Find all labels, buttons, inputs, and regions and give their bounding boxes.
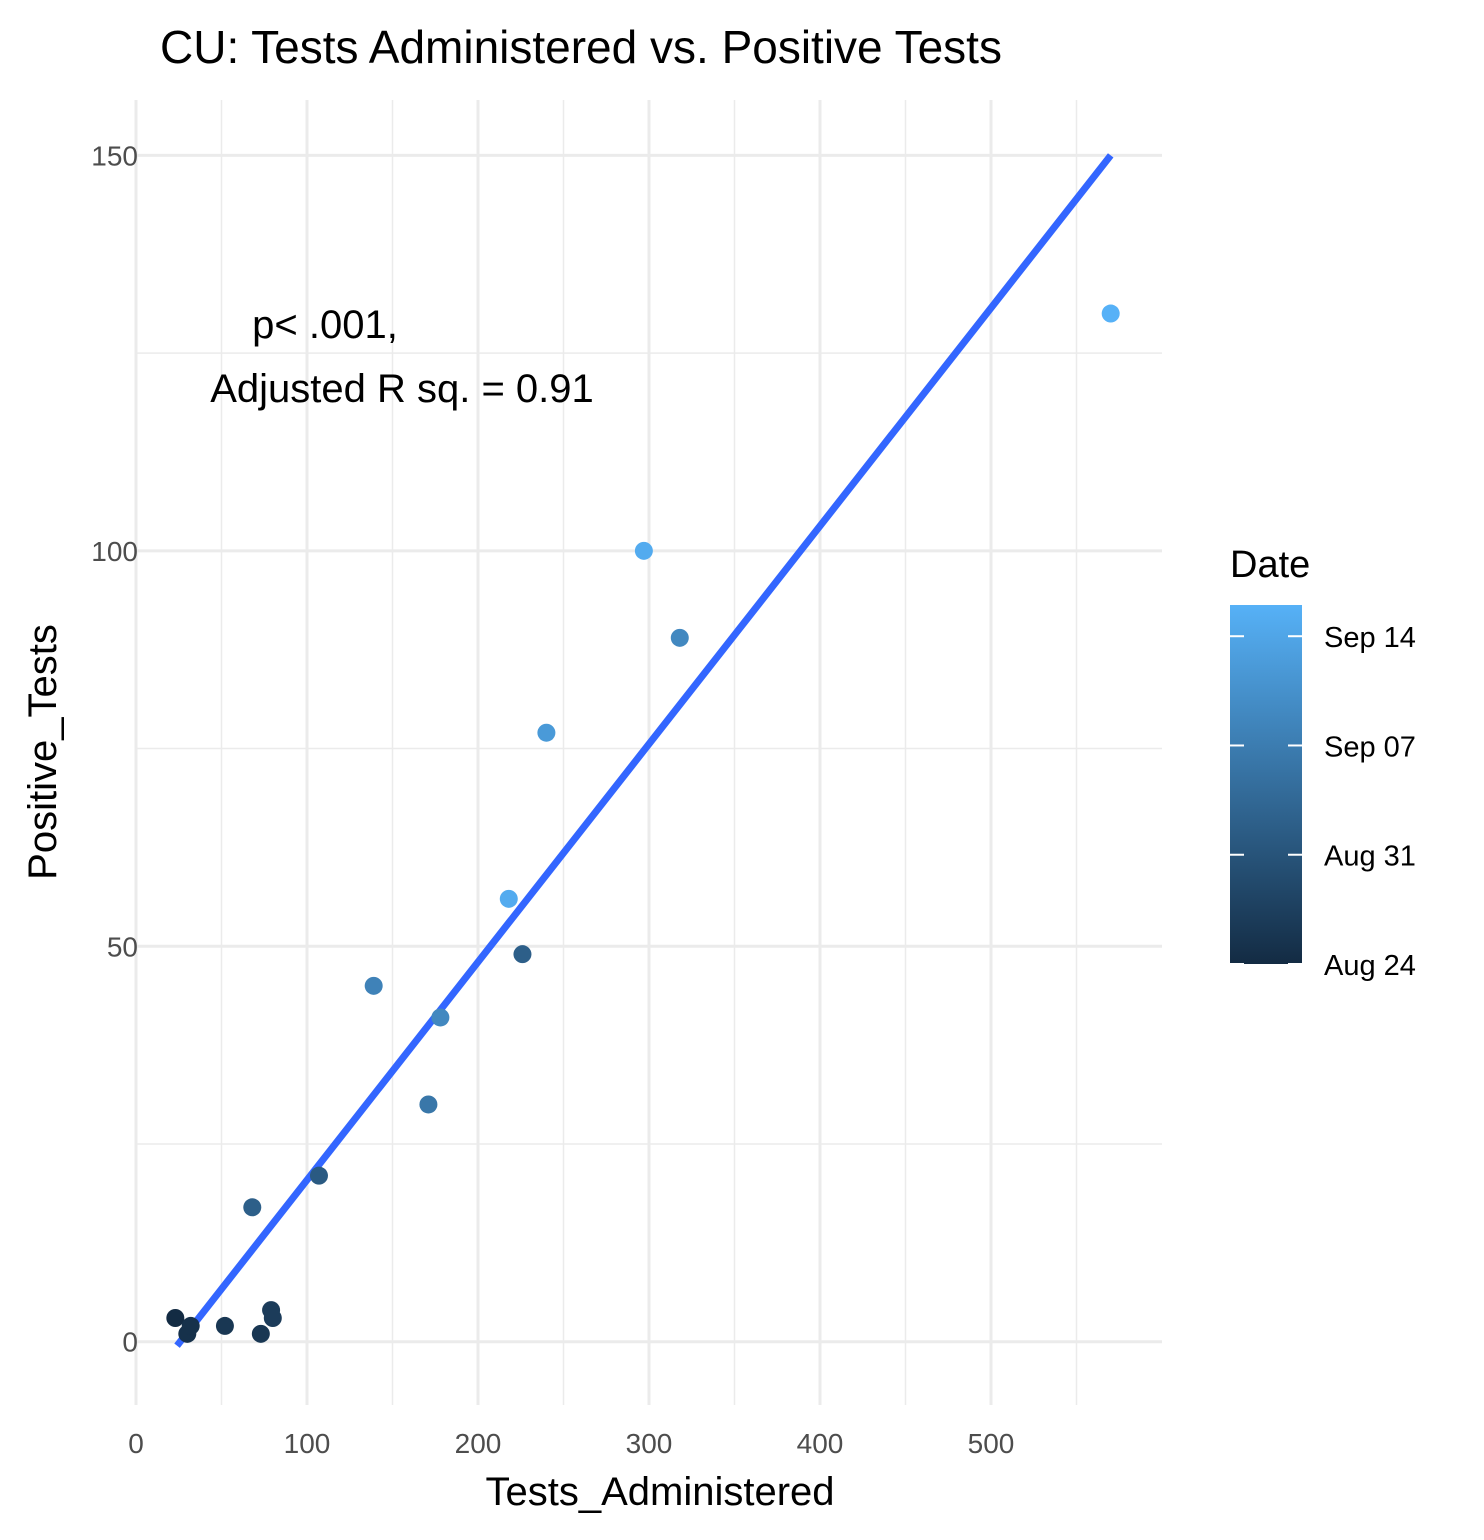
y-tick-label: 0	[122, 1327, 138, 1358]
x-axis-title: Tests_Administered	[485, 1470, 834, 1514]
x-tick-label: 0	[128, 1428, 144, 1459]
annotation-r-squared: Adjusted R sq. = 0.91	[210, 367, 594, 411]
legend-label: Sep 14	[1324, 622, 1416, 654]
legend-colorbar	[1230, 605, 1302, 964]
y-tick-label: 50	[107, 931, 138, 962]
chart-title: CU: Tests Administered vs. Positive Test…	[160, 21, 1002, 73]
x-tick-label: 500	[968, 1428, 1015, 1459]
x-tick-label: 100	[284, 1428, 331, 1459]
trend-line	[174, 153, 1114, 1348]
data-point	[309, 1166, 328, 1185]
data-point	[431, 1008, 450, 1027]
x-tick-label: 400	[797, 1428, 844, 1459]
x-axis-ticks: 0 100 200 300 400 500	[128, 1428, 1014, 1459]
data-point	[251, 1324, 270, 1343]
data-point	[513, 945, 532, 964]
y-axis-ticks: 0 50 100 150	[91, 140, 138, 1357]
data-point	[1101, 304, 1120, 323]
data-points	[166, 304, 1120, 1343]
data-point	[263, 1309, 282, 1327]
data-point	[537, 723, 556, 742]
color-legend: Date Aug 24 Aug 31 Sep 07 Sep 14	[1230, 544, 1416, 982]
data-point	[419, 1095, 438, 1114]
trend-line-group	[174, 153, 1114, 1348]
legend-label: Sep 07	[1324, 731, 1416, 763]
major-gridlines	[134, 100, 1162, 1405]
data-point	[166, 1309, 185, 1327]
legend-label: Aug 31	[1324, 841, 1416, 873]
legend-ticks: Aug 24 Aug 31 Sep 07 Sep 14	[1230, 622, 1416, 982]
y-tick-label: 100	[91, 536, 138, 567]
data-point	[243, 1198, 262, 1217]
data-point	[670, 628, 689, 647]
x-tick-label: 300	[626, 1428, 673, 1459]
data-point	[364, 976, 383, 995]
x-tick-label: 200	[455, 1428, 502, 1459]
y-tick-label: 150	[91, 140, 138, 171]
data-point	[499, 889, 518, 908]
annotation-p-value: p< .001,	[252, 303, 398, 347]
data-point	[634, 541, 653, 560]
legend-label: Aug 24	[1324, 950, 1416, 982]
legend-title: Date	[1230, 544, 1310, 586]
data-point	[215, 1316, 234, 1335]
data-point	[181, 1316, 200, 1335]
y-axis-title: Positive_Tests	[21, 624, 65, 880]
